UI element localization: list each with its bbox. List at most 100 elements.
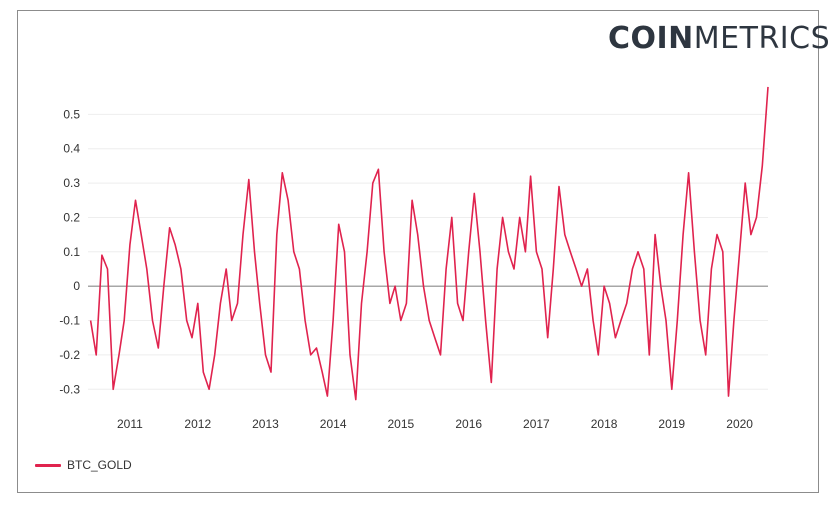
data-point[interactable] (704, 353, 708, 357)
data-point[interactable] (467, 250, 471, 254)
data-point[interactable] (190, 336, 194, 340)
data-point[interactable] (698, 319, 702, 323)
data-point[interactable] (760, 164, 764, 168)
data-point[interactable] (320, 370, 324, 374)
data-point[interactable] (343, 250, 347, 254)
data-point[interactable] (269, 370, 273, 374)
data-point[interactable] (348, 353, 352, 357)
data-point[interactable] (546, 336, 550, 340)
data-point[interactable] (642, 267, 646, 271)
data-point[interactable] (585, 267, 589, 271)
data-point[interactable] (709, 267, 713, 271)
data-point[interactable] (376, 167, 380, 171)
data-point[interactable] (388, 301, 392, 305)
data-point[interactable] (456, 301, 460, 305)
data-point[interactable] (591, 319, 595, 323)
data-point[interactable] (489, 380, 493, 384)
data-point[interactable] (574, 267, 578, 271)
data-point[interactable] (122, 319, 126, 323)
data-point[interactable] (162, 284, 166, 288)
data-point[interactable] (518, 215, 522, 219)
data-point[interactable] (501, 215, 505, 219)
data-point[interactable] (185, 319, 189, 323)
data-point[interactable] (439, 353, 443, 357)
data-point[interactable] (602, 284, 606, 288)
data-point[interactable] (427, 319, 431, 323)
data-point[interactable] (563, 233, 567, 237)
data-point[interactable] (613, 336, 617, 340)
data-point[interactable] (331, 319, 335, 323)
data-point[interactable] (416, 233, 420, 237)
data-point[interactable] (371, 181, 375, 185)
data-point[interactable] (94, 353, 98, 357)
data-point[interactable] (89, 319, 93, 323)
data-point[interactable] (732, 319, 736, 323)
data-point[interactable] (201, 370, 205, 374)
data-point[interactable] (264, 353, 268, 357)
data-point[interactable] (692, 250, 696, 254)
data-point[interactable] (472, 191, 476, 195)
data-point[interactable] (303, 319, 307, 323)
data-point[interactable] (636, 250, 640, 254)
data-point[interactable] (365, 250, 369, 254)
data-point[interactable] (596, 353, 600, 357)
data-point[interactable] (580, 284, 584, 288)
data-point[interactable] (647, 353, 651, 357)
data-point[interactable] (461, 319, 465, 323)
data-point[interactable] (253, 250, 257, 254)
data-point[interactable] (450, 215, 454, 219)
data-point[interactable] (444, 267, 448, 271)
data-point[interactable] (433, 336, 437, 340)
data-point[interactable] (128, 243, 132, 247)
data-point[interactable] (111, 387, 115, 391)
data-point[interactable] (670, 387, 674, 391)
data-point[interactable] (213, 353, 217, 357)
data-point[interactable] (608, 301, 612, 305)
data-point[interactable] (286, 198, 290, 202)
data-point[interactable] (151, 319, 155, 323)
data-point[interactable] (106, 267, 110, 271)
data-point[interactable] (512, 267, 516, 271)
data-point[interactable] (495, 267, 499, 271)
data-point[interactable] (230, 319, 234, 323)
data-point[interactable] (315, 346, 319, 350)
data-point[interactable] (207, 387, 211, 391)
data-point[interactable] (523, 250, 527, 254)
data-point[interactable] (354, 398, 358, 402)
data-point[interactable] (173, 243, 177, 247)
data-point[interactable] (534, 250, 538, 254)
data-point[interactable] (721, 250, 725, 254)
data-point[interactable] (630, 267, 634, 271)
data-point[interactable] (675, 319, 679, 323)
data-point[interactable] (551, 267, 555, 271)
data-point[interactable] (236, 301, 240, 305)
data-point[interactable] (557, 185, 561, 189)
data-point[interactable] (156, 346, 160, 350)
data-point[interactable] (179, 267, 183, 271)
data-point[interactable] (134, 198, 138, 202)
data-point[interactable] (687, 171, 691, 175)
data-point[interactable] (715, 233, 719, 237)
data-point[interactable] (218, 301, 222, 305)
legend[interactable]: BTC_GOLD (35, 458, 132, 472)
data-point[interactable] (247, 178, 251, 182)
data-point[interactable] (749, 233, 753, 237)
data-point[interactable] (478, 250, 482, 254)
data-point[interactable] (738, 250, 742, 254)
data-point[interactable] (117, 353, 121, 357)
data-point[interactable] (506, 250, 510, 254)
data-point[interactable] (393, 284, 397, 288)
data-point[interactable] (619, 319, 623, 323)
data-point[interactable] (727, 394, 731, 398)
data-point[interactable] (224, 267, 228, 271)
data-point[interactable] (297, 267, 301, 271)
data-point[interactable] (280, 171, 284, 175)
data-point[interactable] (100, 253, 104, 257)
data-point[interactable] (382, 250, 386, 254)
data-point[interactable] (145, 267, 149, 271)
data-point[interactable] (325, 394, 329, 398)
data-point[interactable] (292, 250, 296, 254)
data-point[interactable] (664, 319, 668, 323)
data-point[interactable] (399, 319, 403, 323)
data-point[interactable] (360, 301, 364, 305)
